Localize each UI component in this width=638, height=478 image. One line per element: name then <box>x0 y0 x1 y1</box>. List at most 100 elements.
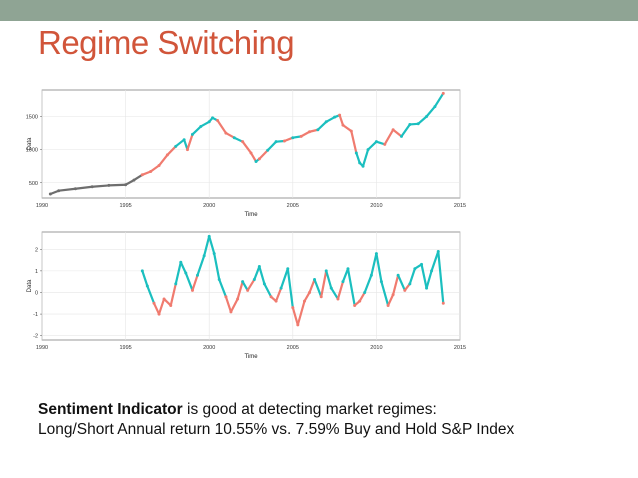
series-segment <box>392 128 403 138</box>
caption-line-1: Sentiment Indicator is good at detecting… <box>38 400 628 420</box>
data-point <box>329 286 333 290</box>
data-point <box>152 301 156 305</box>
series-segment <box>253 265 261 281</box>
series-segment <box>387 293 395 307</box>
series-segment <box>218 278 228 298</box>
series-segment <box>291 306 299 326</box>
data-point <box>252 278 256 282</box>
y-axis-label: Data <box>27 137 33 150</box>
data-point <box>341 280 345 284</box>
data-point <box>165 153 169 157</box>
data-point <box>386 303 390 307</box>
series-segment <box>224 131 236 139</box>
data-point <box>132 178 136 182</box>
series-segment <box>279 267 289 290</box>
data-point <box>140 269 144 273</box>
series-segment <box>400 123 411 138</box>
series-segment <box>241 280 249 292</box>
data-point <box>425 115 429 119</box>
series-segment <box>355 151 361 164</box>
data-point <box>174 282 178 286</box>
series-segment <box>233 136 244 143</box>
series-segment <box>169 282 177 307</box>
y-tick-label: -2 <box>33 334 38 340</box>
series-segment <box>380 280 390 307</box>
data-point <box>57 189 61 193</box>
series-segment <box>336 280 345 301</box>
data-point <box>140 173 144 177</box>
data-point <box>232 136 236 140</box>
series-segment <box>266 140 278 152</box>
series-segment <box>157 153 169 167</box>
caption: Sentiment Indicator is good at detecting… <box>38 400 628 440</box>
data-point <box>420 262 424 266</box>
x-tick-label: 1995 <box>119 345 131 351</box>
data-point <box>211 116 215 120</box>
series-segment <box>166 145 177 157</box>
data-point <box>73 187 77 191</box>
caption-line-1-text: is good at detecting market regimes: <box>182 401 437 418</box>
data-point <box>207 234 211 238</box>
data-point <box>299 134 303 138</box>
x-tick-label: 2010 <box>370 203 382 209</box>
data-point <box>313 278 317 282</box>
data-point <box>174 144 178 148</box>
data-point <box>408 282 412 286</box>
data-point <box>413 267 417 271</box>
x-tick-label: 2005 <box>287 203 299 209</box>
data-point <box>336 297 340 301</box>
data-point <box>379 280 383 284</box>
top-accent-bar <box>0 0 638 21</box>
data-point <box>308 130 312 134</box>
y-axis-label: Data <box>27 279 33 292</box>
data-point <box>257 157 261 161</box>
series-segment <box>361 148 370 168</box>
series-segment <box>341 124 353 133</box>
data-point <box>303 299 307 303</box>
data-point <box>224 295 228 299</box>
x-tick-label: 2005 <box>287 345 299 351</box>
series-segment <box>203 235 211 257</box>
series-segment <box>74 185 94 190</box>
data-point <box>324 269 328 273</box>
series-segment <box>258 265 266 285</box>
series-segment <box>213 252 221 281</box>
series-segment <box>146 284 156 305</box>
series-segment <box>208 235 216 255</box>
data-point <box>333 115 337 119</box>
data-point <box>408 122 412 126</box>
series-segment <box>149 164 161 173</box>
series-segment <box>430 250 440 272</box>
data-point <box>266 148 270 152</box>
slide-title: Regime Switching <box>38 24 295 61</box>
series-segment <box>313 278 323 298</box>
data-point <box>199 124 203 128</box>
data-point <box>391 293 395 297</box>
data-point <box>145 284 149 288</box>
data-point <box>319 295 323 299</box>
data-point <box>249 151 253 155</box>
series-segment <box>229 297 239 314</box>
data-point <box>349 129 353 133</box>
data-point <box>291 136 295 140</box>
data-point <box>354 151 358 155</box>
series-segment <box>420 263 428 290</box>
data-point <box>369 273 373 277</box>
y-tick-label: -1 <box>33 312 38 318</box>
series-segment <box>174 261 182 285</box>
series-segment <box>417 115 428 125</box>
data-point <box>425 286 429 290</box>
x-tick-label: 1990 <box>36 345 48 351</box>
series-segment <box>236 280 244 301</box>
data-point <box>195 273 199 277</box>
series-segment <box>57 187 77 192</box>
data-point <box>90 185 94 189</box>
data-point <box>374 140 378 144</box>
data-point <box>217 278 221 282</box>
data-point <box>182 138 186 142</box>
x-tick-label: 1995 <box>119 203 131 209</box>
data-point <box>262 282 266 286</box>
data-point <box>149 169 153 173</box>
data-point <box>396 273 400 277</box>
series-segment <box>383 128 395 146</box>
